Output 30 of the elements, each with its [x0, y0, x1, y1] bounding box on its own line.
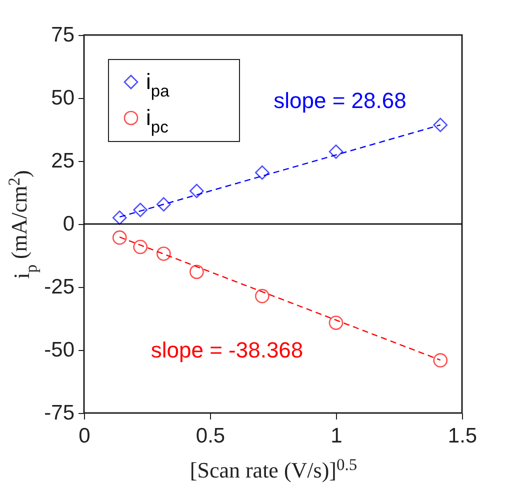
y-tick-label: 75 [51, 24, 74, 46]
point [328, 144, 344, 159]
point [190, 184, 204, 198]
annotation: slope = 28.68 [274, 88, 406, 113]
point [190, 264, 204, 280]
point [156, 246, 171, 261]
point [112, 230, 127, 245]
x-tick-label: 1.5 [448, 424, 478, 448]
x-tick-label: 0 [78, 424, 90, 448]
point [328, 316, 344, 330]
x-axis-title: [Scan rate (V/s)]$^{0.5}$ [190, 455, 358, 482]
point [255, 288, 270, 304]
y-tick-label: 50 [51, 86, 74, 110]
legend-label: i$_{pa}$ [146, 69, 170, 100]
point [133, 202, 148, 218]
point [133, 240, 148, 254]
point [433, 353, 448, 368]
point [255, 165, 270, 180]
point [156, 197, 171, 212]
y-tick-label: -75 [44, 402, 74, 424]
annotation: slope = -38.368 [150, 338, 304, 363]
y-tick-label: -25 [44, 276, 74, 298]
point [112, 210, 127, 225]
y-tick-label: 0 [62, 212, 74, 236]
x-tick-label: 1 [330, 424, 342, 448]
legend-label: i$_{pc}$ [146, 105, 168, 136]
y-tick-label: -50 [44, 338, 74, 362]
y-tick-label: 25 [51, 150, 74, 172]
point [433, 118, 448, 132]
x-tick-label: 0.5 [196, 424, 226, 448]
